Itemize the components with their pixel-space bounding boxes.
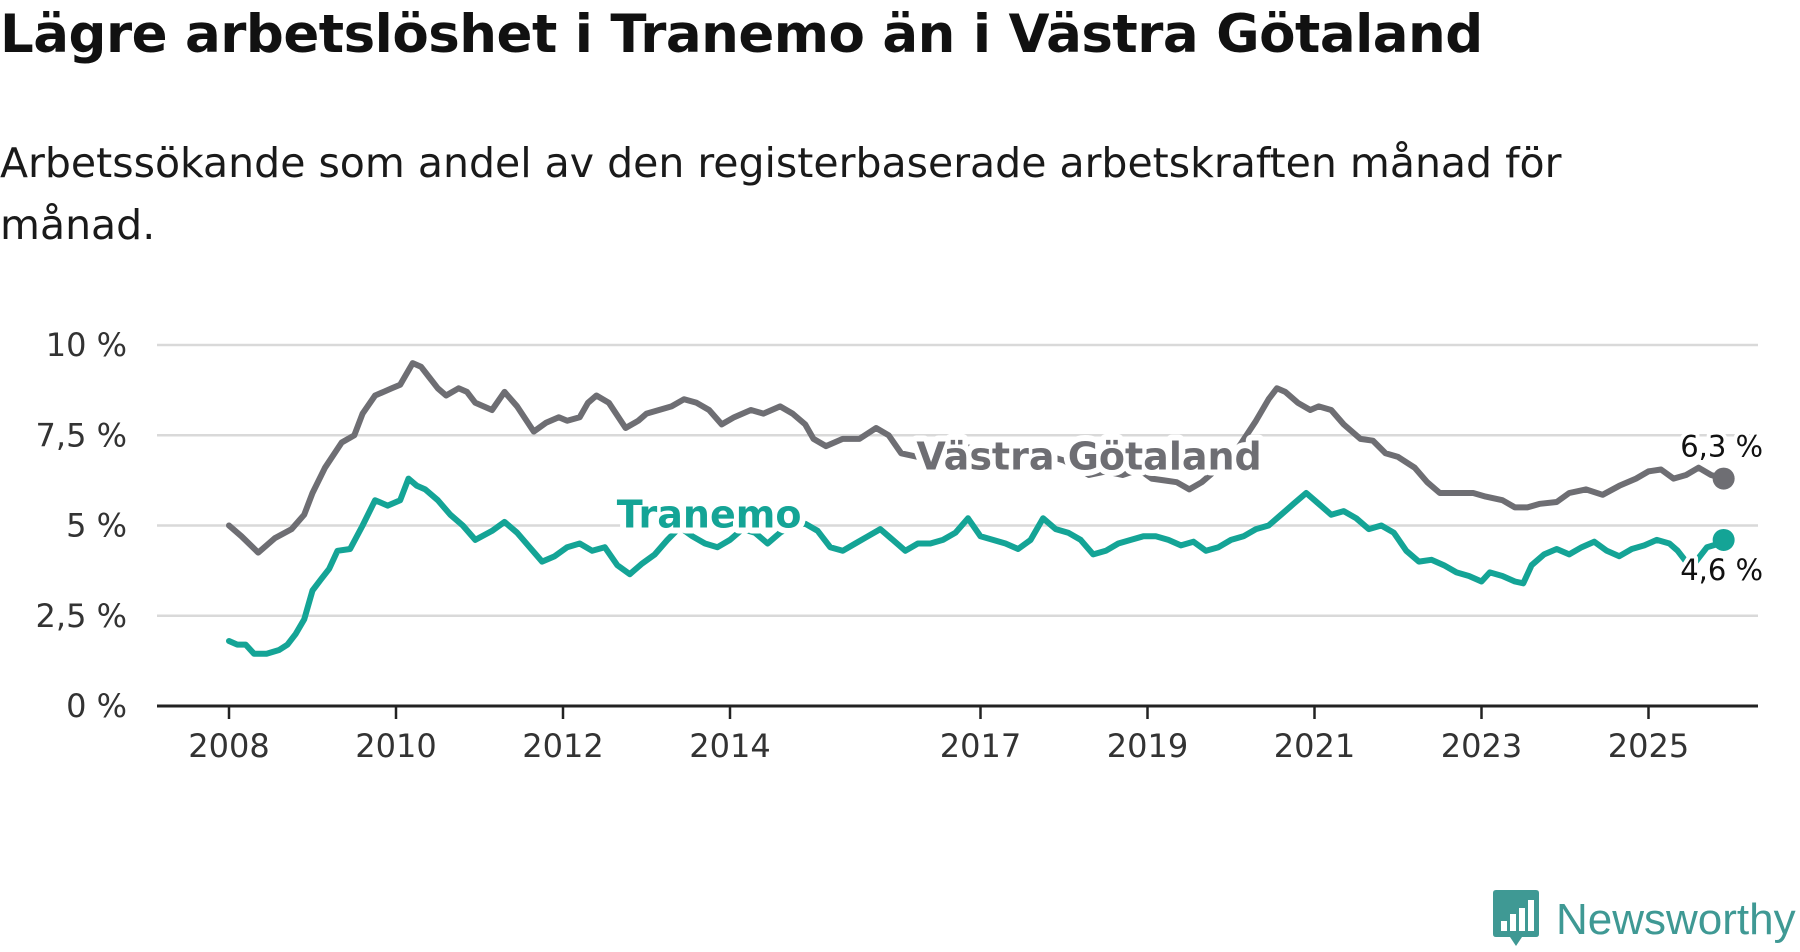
y-tick-label: 10 % — [46, 326, 127, 364]
series-line-tranemo — [226, 475, 1727, 657]
x-tick-label: 2023 — [1441, 727, 1522, 765]
series-label-v-stra-g-taland: Västra Götaland — [916, 435, 1261, 479]
grid-layer — [157, 343, 1758, 617]
end-label-tranemo: 4,6 % — [1680, 553, 1763, 587]
series-line-v-stra-g-taland — [226, 360, 1727, 556]
chart-title: Lägre arbetslöshet i Tranemo än i Västra… — [0, 4, 1483, 65]
x-tick-label: 2017 — [940, 727, 1021, 765]
y-tick-label: 2,5 % — [36, 597, 127, 635]
chart-subtitle: Arbetssökande som andel av den registerb… — [0, 139, 1562, 249]
x-tick-label: 2008 — [188, 727, 269, 765]
x-tick-label: 2012 — [522, 727, 603, 765]
brand-name: Newsworthy — [1556, 895, 1796, 944]
x-tick-label: 2021 — [1274, 727, 1355, 765]
axis-labels: 0 % 2,5 % 5 % 7,5 % 10 % 2008 2010 2012 2014 2017… — [36, 326, 1690, 765]
end-point-tranemo — [1712, 528, 1735, 551]
brand: Newsworthy — [1492, 888, 1796, 952]
end-label-v-stra-g-taland: 6,3 % — [1680, 430, 1763, 464]
series-label-tranemo: Tranemo — [617, 492, 802, 536]
series-layer — [226, 360, 1735, 657]
newsworthy-logo-icon — [1492, 888, 1540, 952]
x-tick-label: 2010 — [355, 727, 436, 765]
x-tick-label: 2025 — [1608, 727, 1689, 765]
y-tick-label: 0 % — [66, 687, 127, 725]
x-tick-label: 2014 — [689, 727, 770, 765]
label-layer: 6,3 % Västra Götaland 4,6 % Tranemo — [611, 426, 1767, 591]
end-point-v-stra-g-taland — [1712, 467, 1735, 490]
y-tick-label: 5 % — [66, 507, 127, 545]
y-tick-label: 7,5 % — [36, 416, 127, 454]
x-tick-label: 2019 — [1107, 727, 1188, 765]
